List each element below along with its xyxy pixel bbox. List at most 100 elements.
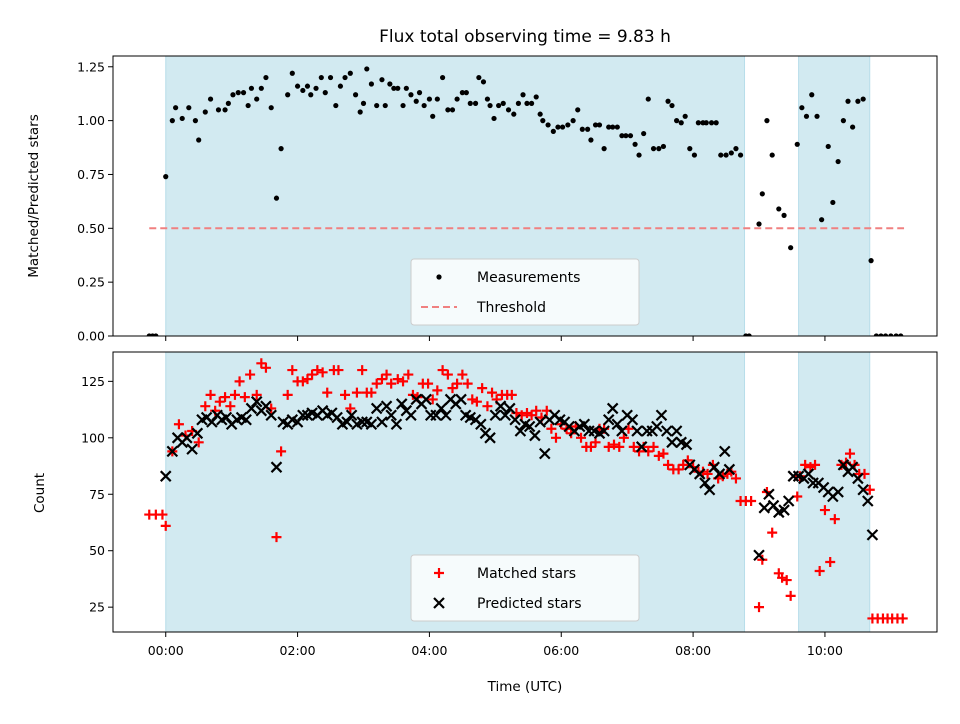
data-point <box>225 100 231 106</box>
data-point <box>192 118 198 124</box>
data-point <box>186 443 198 455</box>
legend-marker <box>436 274 442 280</box>
data-point <box>610 124 616 130</box>
data-point <box>307 369 318 380</box>
data-point <box>235 90 241 96</box>
data-point <box>505 107 512 113</box>
data-point <box>287 365 298 376</box>
data-point <box>718 152 724 158</box>
data-point <box>778 504 790 516</box>
data-point <box>317 367 328 378</box>
data-point <box>215 107 222 113</box>
data-point <box>229 389 240 400</box>
x-tick-label: 04:00 <box>411 643 447 658</box>
data-point <box>327 74 334 81</box>
data-point <box>459 90 465 96</box>
data-point <box>546 423 557 434</box>
data-point <box>809 92 815 98</box>
data-point <box>294 83 301 89</box>
data-point <box>529 429 541 442</box>
data-point <box>663 459 674 470</box>
plot-area <box>146 66 905 336</box>
data-point <box>608 439 619 450</box>
data-point <box>379 77 385 83</box>
data-point <box>340 389 351 400</box>
data-point <box>641 130 647 137</box>
data-point <box>590 437 601 448</box>
data-point <box>713 468 726 480</box>
data-point <box>421 102 427 109</box>
data-point <box>366 387 377 398</box>
data-point <box>631 425 643 437</box>
data-point <box>614 441 625 452</box>
data-point <box>271 532 282 543</box>
data-point <box>322 90 328 96</box>
data-point <box>200 401 211 412</box>
data-point <box>882 333 889 336</box>
data-point <box>627 133 634 139</box>
data-point <box>603 441 614 452</box>
data-point <box>376 374 387 385</box>
data-point <box>313 85 319 91</box>
y-tick-label: 50 <box>89 543 105 558</box>
data-point <box>898 333 904 336</box>
data-point <box>278 146 284 152</box>
data-point <box>602 413 615 426</box>
data-point <box>484 432 496 444</box>
data-point <box>345 403 356 414</box>
data-point <box>403 369 414 380</box>
data-point <box>234 376 245 387</box>
series-matched-stars <box>144 358 908 624</box>
data-point <box>860 96 866 102</box>
data-point <box>754 602 765 613</box>
data-point <box>545 122 551 128</box>
data-point <box>487 387 498 398</box>
x-tick-label: 06:00 <box>543 643 579 658</box>
data-point <box>263 74 269 81</box>
y-tick-label: 0.50 <box>77 221 105 236</box>
data-point <box>538 447 551 460</box>
legend: Measurements Threshold <box>410 258 640 326</box>
y-axis-label-top: Matched/Predicted stars <box>26 114 42 277</box>
data-point <box>814 566 825 577</box>
data-point <box>825 143 831 150</box>
plot-frame <box>112 55 938 337</box>
ratio-panel: 0.00 0.25 0.50 0.75 1.00 1.25 Measurements Thre… <box>77 55 938 344</box>
data-point <box>440 409 452 422</box>
data-point <box>153 333 159 336</box>
data-point <box>360 100 367 106</box>
data-point <box>691 152 698 158</box>
data-point <box>825 557 836 567</box>
data-point <box>447 383 458 394</box>
data-point <box>472 100 479 106</box>
data-point <box>475 418 487 431</box>
data-point <box>893 333 899 336</box>
data-point <box>533 94 539 100</box>
data-point <box>207 96 214 102</box>
data-point <box>423 378 434 389</box>
data-point <box>753 549 765 562</box>
data-point <box>260 362 271 373</box>
data-point <box>333 102 339 109</box>
data-point <box>565 122 571 128</box>
data-point <box>534 416 546 428</box>
data-point <box>837 459 850 471</box>
data-point <box>445 107 451 113</box>
y-tick-label: 125 <box>81 374 105 389</box>
data-point <box>873 333 879 336</box>
data-point <box>260 400 272 412</box>
legend-label: Predicted stars <box>477 596 582 612</box>
series-predicted-stars <box>159 393 879 562</box>
data-point <box>794 141 800 147</box>
data-point <box>225 401 236 412</box>
data-point <box>392 374 403 385</box>
data-point <box>489 409 502 422</box>
data-point <box>758 502 771 514</box>
data-point <box>337 83 344 89</box>
data-point <box>302 374 313 385</box>
data-point <box>540 118 546 124</box>
data-point <box>173 105 179 111</box>
data-point <box>432 385 443 396</box>
data-point <box>850 124 856 130</box>
data-point <box>575 107 581 113</box>
